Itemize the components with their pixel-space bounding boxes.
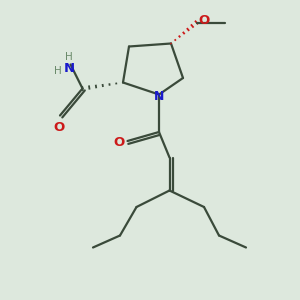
Text: O: O bbox=[198, 14, 209, 28]
Text: H: H bbox=[54, 65, 62, 76]
Text: H: H bbox=[65, 52, 73, 62]
Text: O: O bbox=[113, 136, 124, 149]
Text: N: N bbox=[63, 61, 75, 75]
Text: O: O bbox=[53, 121, 64, 134]
Text: N: N bbox=[154, 89, 164, 103]
